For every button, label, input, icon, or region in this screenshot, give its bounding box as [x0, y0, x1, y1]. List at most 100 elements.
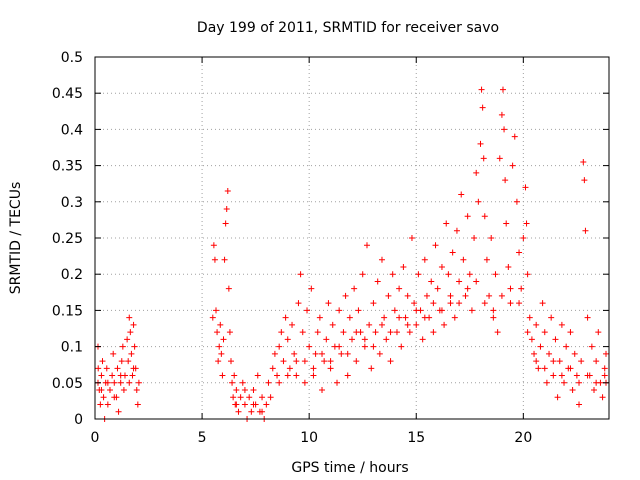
data-point — [447, 292, 454, 299]
data-point — [276, 379, 283, 386]
data-point — [421, 314, 428, 321]
data-point — [438, 307, 445, 314]
data-point — [127, 329, 134, 336]
data-point — [528, 336, 535, 343]
data-point — [535, 365, 542, 372]
data-point — [601, 365, 608, 372]
data-point — [226, 329, 233, 336]
data-point — [225, 285, 232, 292]
data-point — [434, 285, 441, 292]
data-point — [126, 379, 133, 386]
data-point — [222, 220, 229, 227]
data-point — [353, 358, 360, 365]
data-point — [340, 329, 347, 336]
data-point — [304, 307, 311, 314]
y-tick-label: 0.45 — [52, 86, 83, 102]
data-point — [503, 220, 510, 227]
data-point — [265, 379, 272, 386]
data-point — [573, 372, 580, 379]
data-point — [466, 271, 473, 278]
data-point — [376, 350, 383, 357]
data-point — [344, 350, 351, 357]
data-point — [473, 169, 480, 176]
data-point — [129, 372, 136, 379]
data-point — [599, 394, 606, 401]
data-point — [98, 387, 105, 394]
data-point — [499, 86, 506, 93]
data-point — [235, 408, 242, 415]
data-point — [473, 278, 480, 285]
data-point — [211, 256, 218, 263]
data-point — [133, 387, 140, 394]
data-point — [531, 350, 538, 357]
data-point — [297, 271, 304, 278]
data-point — [451, 314, 458, 321]
data-point — [248, 408, 255, 415]
data-point — [492, 271, 499, 278]
data-point — [327, 358, 334, 365]
data-point — [269, 365, 276, 372]
data-point — [259, 394, 266, 401]
data-point — [558, 321, 565, 328]
data-point — [507, 300, 514, 307]
data-point — [383, 336, 390, 343]
data-point — [415, 271, 422, 278]
data-point — [593, 379, 600, 386]
y-tick-label: 0.5 — [61, 50, 83, 66]
data-point — [276, 343, 283, 350]
data-point — [237, 394, 244, 401]
data-point — [456, 300, 463, 307]
y-tick-label: 0.25 — [52, 231, 83, 247]
data-point — [210, 242, 217, 249]
y-tick-label: 0.3 — [61, 195, 83, 211]
data-point — [246, 394, 253, 401]
data-point — [217, 321, 224, 328]
data-point — [351, 285, 358, 292]
data-point — [453, 227, 460, 234]
data-point — [488, 235, 495, 241]
data-point — [428, 278, 435, 285]
data-point — [387, 358, 394, 365]
x-tick-label: 10 — [300, 430, 318, 446]
data-point — [334, 379, 341, 386]
x-tick-label: 20 — [514, 430, 532, 446]
data-point — [308, 285, 315, 292]
y-tick-label: 0.35 — [52, 159, 83, 175]
data-point — [546, 350, 553, 357]
data-point — [389, 271, 396, 278]
data-point — [291, 350, 298, 357]
data-point — [118, 358, 125, 365]
data-point — [524, 271, 531, 278]
data-point — [135, 379, 142, 386]
data-point — [282, 314, 289, 321]
data-point — [404, 321, 411, 328]
data-point — [223, 206, 230, 213]
data-point — [580, 158, 587, 165]
data-point — [224, 187, 231, 194]
data-point — [368, 365, 375, 372]
data-point — [509, 162, 516, 169]
data-point — [554, 394, 561, 401]
x-tick-label: 0 — [91, 430, 100, 446]
data-point — [314, 329, 321, 336]
data-point — [548, 314, 555, 321]
data-point — [498, 111, 505, 118]
data-point — [563, 343, 570, 350]
data-point — [468, 307, 475, 314]
data-point — [366, 321, 373, 328]
data-point — [372, 329, 379, 336]
y-tick-label: 0 — [74, 412, 83, 428]
x-axis-label: GPS time / hours — [291, 460, 408, 476]
data-point — [404, 292, 411, 299]
data-point — [569, 387, 576, 394]
data-point — [411, 300, 418, 307]
data-point — [601, 372, 608, 379]
data-point — [464, 285, 471, 292]
data-point — [361, 343, 368, 350]
data-point — [306, 343, 313, 350]
data-point — [432, 242, 439, 249]
data-point — [284, 372, 291, 379]
data-point — [423, 292, 430, 299]
data-point — [114, 365, 121, 372]
data-point — [477, 140, 484, 147]
